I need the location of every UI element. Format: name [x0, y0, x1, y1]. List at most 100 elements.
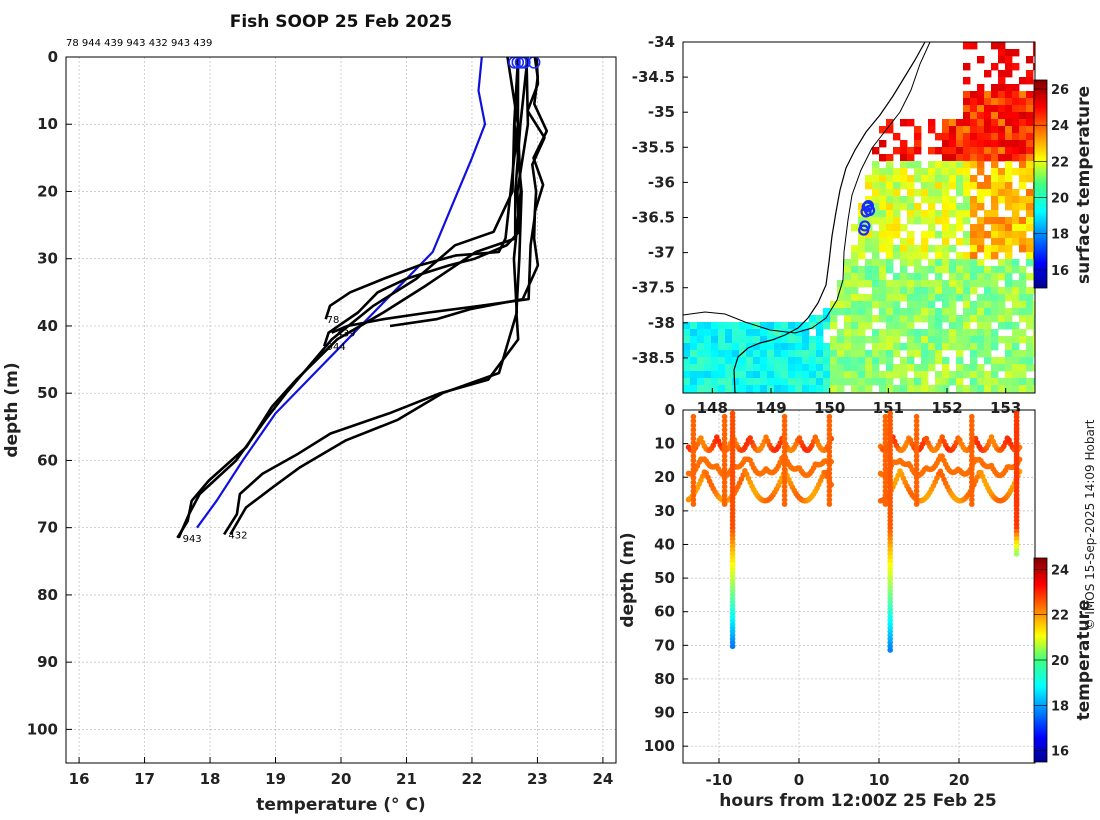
sst-cell: [921, 343, 929, 351]
sst-cell: [928, 259, 936, 267]
sst-cell: [1019, 301, 1027, 309]
sst-cell: [942, 210, 950, 218]
sst-cell: [935, 217, 943, 225]
sst-cell: [844, 364, 852, 372]
sst-cell: [998, 231, 1006, 239]
data-point: [913, 466, 920, 473]
data-point: [826, 440, 833, 446]
sst-cell: [956, 357, 964, 365]
map-y-tick-label: -37: [648, 244, 675, 262]
sst-cell: [1019, 294, 1027, 302]
sst-cell: [998, 259, 1006, 267]
sst-cell: [697, 378, 705, 386]
sst-cell: [1012, 112, 1020, 120]
data-point: [690, 497, 697, 503]
sst-cell: [907, 350, 915, 358]
sst-cell: [921, 231, 929, 239]
sst-cell: [963, 105, 971, 113]
sst-cell: [697, 357, 705, 365]
sst-cell: [935, 196, 943, 204]
sst-cell: [725, 385, 733, 393]
sst-cell: [963, 273, 971, 281]
sst-cell: [690, 329, 698, 337]
sst-cell: [991, 175, 999, 183]
sst-cell: [872, 336, 880, 344]
sst-cell: [949, 133, 957, 141]
sst-cell: [781, 378, 789, 386]
sst-cell: [1005, 126, 1013, 134]
sst-cell: [865, 322, 873, 330]
sst-cell: [970, 175, 978, 183]
sst-cell: [1026, 364, 1034, 372]
sst-cell: [977, 126, 985, 134]
sst-cell: [998, 224, 1006, 232]
data-point: [913, 475, 920, 481]
data-point: [796, 435, 803, 441]
sst-cell: [956, 385, 964, 393]
sst-cell: [963, 175, 971, 183]
sst-cell: [1026, 308, 1034, 316]
data-point: [913, 470, 920, 477]
sst-cell: [907, 273, 915, 281]
sst-cell: [998, 336, 1006, 344]
sst-cell: [893, 252, 901, 260]
sst-cell: [893, 350, 901, 358]
sst-cell: [1005, 371, 1013, 379]
map-y-tick-label: -34: [648, 33, 675, 51]
sst-cell: [1005, 63, 1013, 71]
sst-cell: [963, 161, 971, 169]
sst-cell: [900, 343, 908, 351]
sst-cell: [1019, 224, 1027, 232]
sst-cell: [949, 161, 957, 169]
sst-cell: [858, 294, 866, 302]
sst-cell: [886, 322, 894, 330]
sst-cell: [998, 378, 1006, 386]
sst-cell: [991, 140, 999, 148]
sst-cell: [1026, 385, 1034, 393]
sst-cell: [872, 161, 880, 169]
data-point: [721, 418, 728, 424]
sst-cell: [879, 175, 887, 183]
sst-cell: [718, 336, 726, 344]
sst-cell: [1019, 308, 1027, 316]
sst-cell: [991, 224, 999, 232]
sst-cell: [704, 385, 712, 393]
sst-cell: [760, 329, 768, 337]
sst-cell: [921, 287, 929, 295]
sst-cell: [956, 175, 964, 183]
sst-cell: [1012, 224, 1020, 232]
data-point: [690, 448, 697, 455]
data-point: [826, 470, 833, 477]
map-colorbar-tick-label: 24: [1051, 119, 1069, 134]
sst-cell: [942, 280, 950, 288]
sst-cell: [907, 189, 915, 197]
sst-cell: [977, 308, 985, 316]
sst-cell: [970, 308, 978, 316]
data-point: [721, 488, 728, 494]
sst-cell: [1026, 98, 1034, 106]
sst-cell: [956, 217, 964, 225]
data-point: [969, 444, 975, 451]
sst-cell: [907, 175, 915, 183]
sst-cell: [802, 357, 810, 365]
sst-cell: [984, 280, 992, 288]
sst-cell: [739, 343, 747, 351]
sst-cell: [886, 378, 894, 386]
sst-cell: [935, 168, 943, 176]
sst-cell: [732, 357, 740, 365]
sst-cell: [970, 196, 978, 204]
sst-cell: [991, 196, 999, 204]
sst-cell: [907, 259, 915, 267]
sst-cell: [970, 210, 978, 218]
sst-cell: [802, 364, 810, 372]
sst-cell: [970, 182, 978, 190]
sst-cell: [879, 217, 887, 225]
data-point: [781, 431, 788, 438]
sst-cell: [760, 385, 768, 393]
sst-cell: [956, 336, 964, 344]
data-point: [969, 435, 975, 442]
sst-cell: [991, 266, 999, 274]
sst-cell: [907, 315, 915, 323]
sst-cell: [753, 364, 761, 372]
sst-cell: [921, 357, 929, 365]
